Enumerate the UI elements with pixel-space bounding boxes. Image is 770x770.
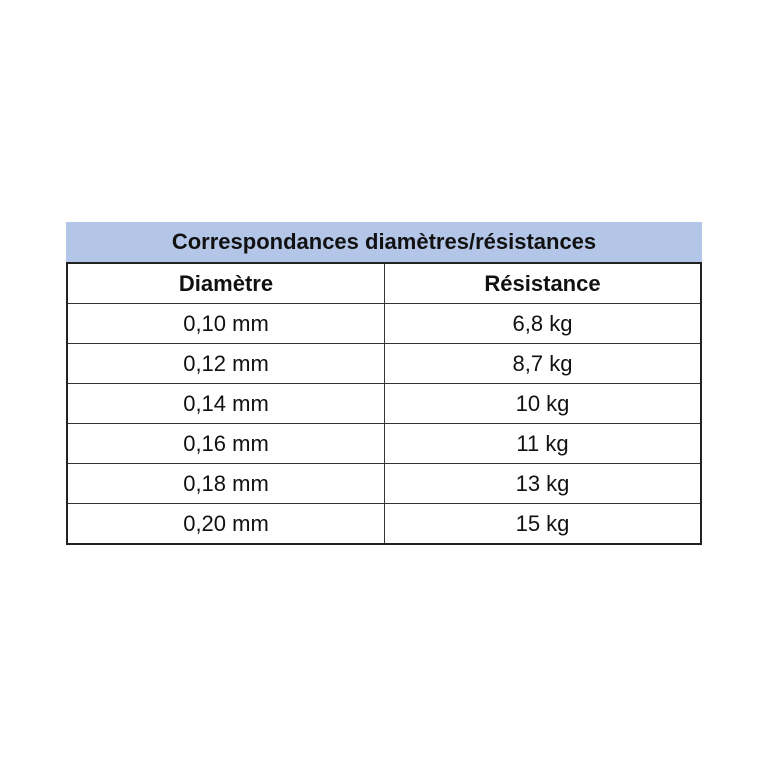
cell-diameter: 0,12 mm — [66, 343, 385, 384]
cell-resistance: 8,7 kg — [384, 343, 702, 384]
table-row: 0,10 mm 6,8 kg — [66, 303, 702, 344]
table-row: 0,16 mm 11 kg — [66, 423, 702, 464]
header-resistance: Résistance — [384, 262, 702, 304]
correspondence-table: Diamètre Résistance 0,10 mm 6,8 kg 0,12 mm… — [66, 262, 702, 545]
cell-resistance: 10 kg — [384, 383, 702, 424]
header-diameter: Diamètre — [66, 262, 385, 304]
cell-diameter: 0,16 mm — [66, 423, 385, 464]
table-row: 0,20 mm 15 kg — [66, 503, 702, 545]
table-container: Correspondances diamètres/résistances Di… — [66, 222, 702, 545]
table-row: 0,14 mm 10 kg — [66, 383, 702, 424]
table-title: Correspondances diamètres/résistances — [66, 222, 702, 262]
cell-resistance: 6,8 kg — [384, 303, 702, 344]
cell-resistance: 11 kg — [384, 423, 702, 464]
cell-resistance: 15 kg — [384, 503, 702, 545]
table-row: 0,18 mm 13 kg — [66, 463, 702, 504]
cell-diameter: 0,18 mm — [66, 463, 385, 504]
cell-diameter: 0,10 mm — [66, 303, 385, 344]
header-row: Diamètre Résistance — [66, 262, 702, 304]
cell-resistance: 13 kg — [384, 463, 702, 504]
table-row: 0,12 mm 8,7 kg — [66, 343, 702, 384]
cell-diameter: 0,20 mm — [66, 503, 385, 545]
cell-diameter: 0,14 mm — [66, 383, 385, 424]
